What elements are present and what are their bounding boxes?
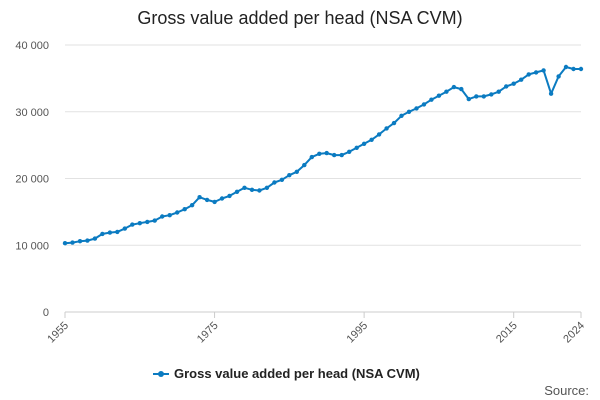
data-point [152, 218, 157, 223]
data-point [391, 120, 397, 126]
data-point [175, 210, 180, 215]
y-tick-label: 40 000 [15, 40, 49, 52]
data-point [376, 132, 382, 137]
data-point [324, 150, 329, 156]
data-point [107, 230, 113, 235]
data-point [451, 84, 457, 90]
data-point [511, 81, 516, 86]
data-point [519, 77, 524, 82]
data-point [526, 72, 531, 77]
data-point [414, 106, 419, 111]
data-series [62, 64, 584, 246]
data-point [182, 207, 187, 212]
data-point [197, 195, 202, 200]
data-point [436, 93, 442, 98]
data-point [204, 197, 210, 203]
y-tick-label: 30 000 [15, 107, 49, 119]
data-point [556, 74, 561, 79]
data-point [332, 152, 337, 158]
data-point [571, 66, 576, 72]
data-point [85, 238, 90, 243]
data-point [474, 94, 479, 99]
data-point [287, 173, 292, 178]
data-point [234, 189, 240, 194]
data-point [272, 180, 277, 185]
data-point [70, 240, 75, 245]
legend[interactable]: Gross value added per head (NSA CVM) [153, 366, 420, 381]
legend-swatch-marker [158, 371, 164, 377]
data-point [242, 185, 247, 190]
chart-title: Gross value added per head (NSA CVM) [137, 8, 462, 28]
data-point [421, 102, 427, 107]
data-point [257, 188, 262, 193]
data-point [369, 137, 374, 142]
data-point [145, 219, 150, 225]
data-point [541, 68, 546, 73]
data-point [496, 89, 501, 94]
data-point [219, 196, 225, 201]
y-tick-label: 10 000 [15, 240, 49, 252]
x-tick-label: 2015 [494, 320, 520, 346]
data-point [347, 149, 352, 154]
data-point [481, 94, 486, 99]
data-point [302, 162, 307, 168]
data-point [384, 126, 389, 131]
data-point [309, 154, 314, 160]
data-point [92, 236, 98, 241]
y-axis-ticks: 0 10 000 20 000 30 000 40 000 [15, 40, 49, 319]
data-point [466, 96, 471, 102]
legend-label: Gross value added per head (NSA CVM) [174, 366, 420, 381]
data-point [189, 203, 195, 208]
x-tick-label: 1955 [45, 320, 71, 346]
data-point [504, 84, 509, 89]
data-point [361, 141, 367, 146]
data-point [100, 231, 105, 237]
y-tick-label: 20 000 [15, 174, 49, 186]
data-point [115, 229, 120, 235]
series-line [64, 66, 581, 245]
x-tick-label: 1995 [344, 320, 370, 346]
data-point [160, 214, 165, 219]
gridlines [65, 44, 581, 313]
x-tick-label: 2024 [561, 320, 587, 346]
data-point [294, 169, 299, 174]
data-point [339, 152, 344, 158]
data-point [444, 89, 449, 94]
data-point [354, 145, 359, 150]
data-point [212, 199, 217, 205]
x-axis-ticks: 1955 1975 1995 2015 2024 [45, 312, 587, 345]
data-point [317, 151, 322, 156]
data-point [406, 109, 412, 115]
data-point [489, 92, 494, 97]
data-point [77, 239, 83, 244]
data-point [249, 187, 255, 192]
data-point [548, 91, 554, 96]
data-point [563, 64, 569, 70]
data-point [130, 222, 135, 227]
x-tick-label: 1975 [195, 320, 221, 346]
y-tick-label: 0 [43, 307, 49, 319]
data-point [429, 97, 434, 102]
data-point [227, 193, 232, 199]
data-point [459, 86, 464, 92]
data-point [533, 70, 539, 75]
data-point [264, 185, 270, 190]
data-point [578, 66, 584, 72]
data-point [399, 113, 404, 119]
data-point [137, 221, 142, 226]
data-point [62, 241, 68, 246]
data-point [279, 177, 285, 182]
data-point [167, 213, 172, 218]
data-point [122, 226, 128, 231]
source-label: Source: [544, 383, 589, 398]
